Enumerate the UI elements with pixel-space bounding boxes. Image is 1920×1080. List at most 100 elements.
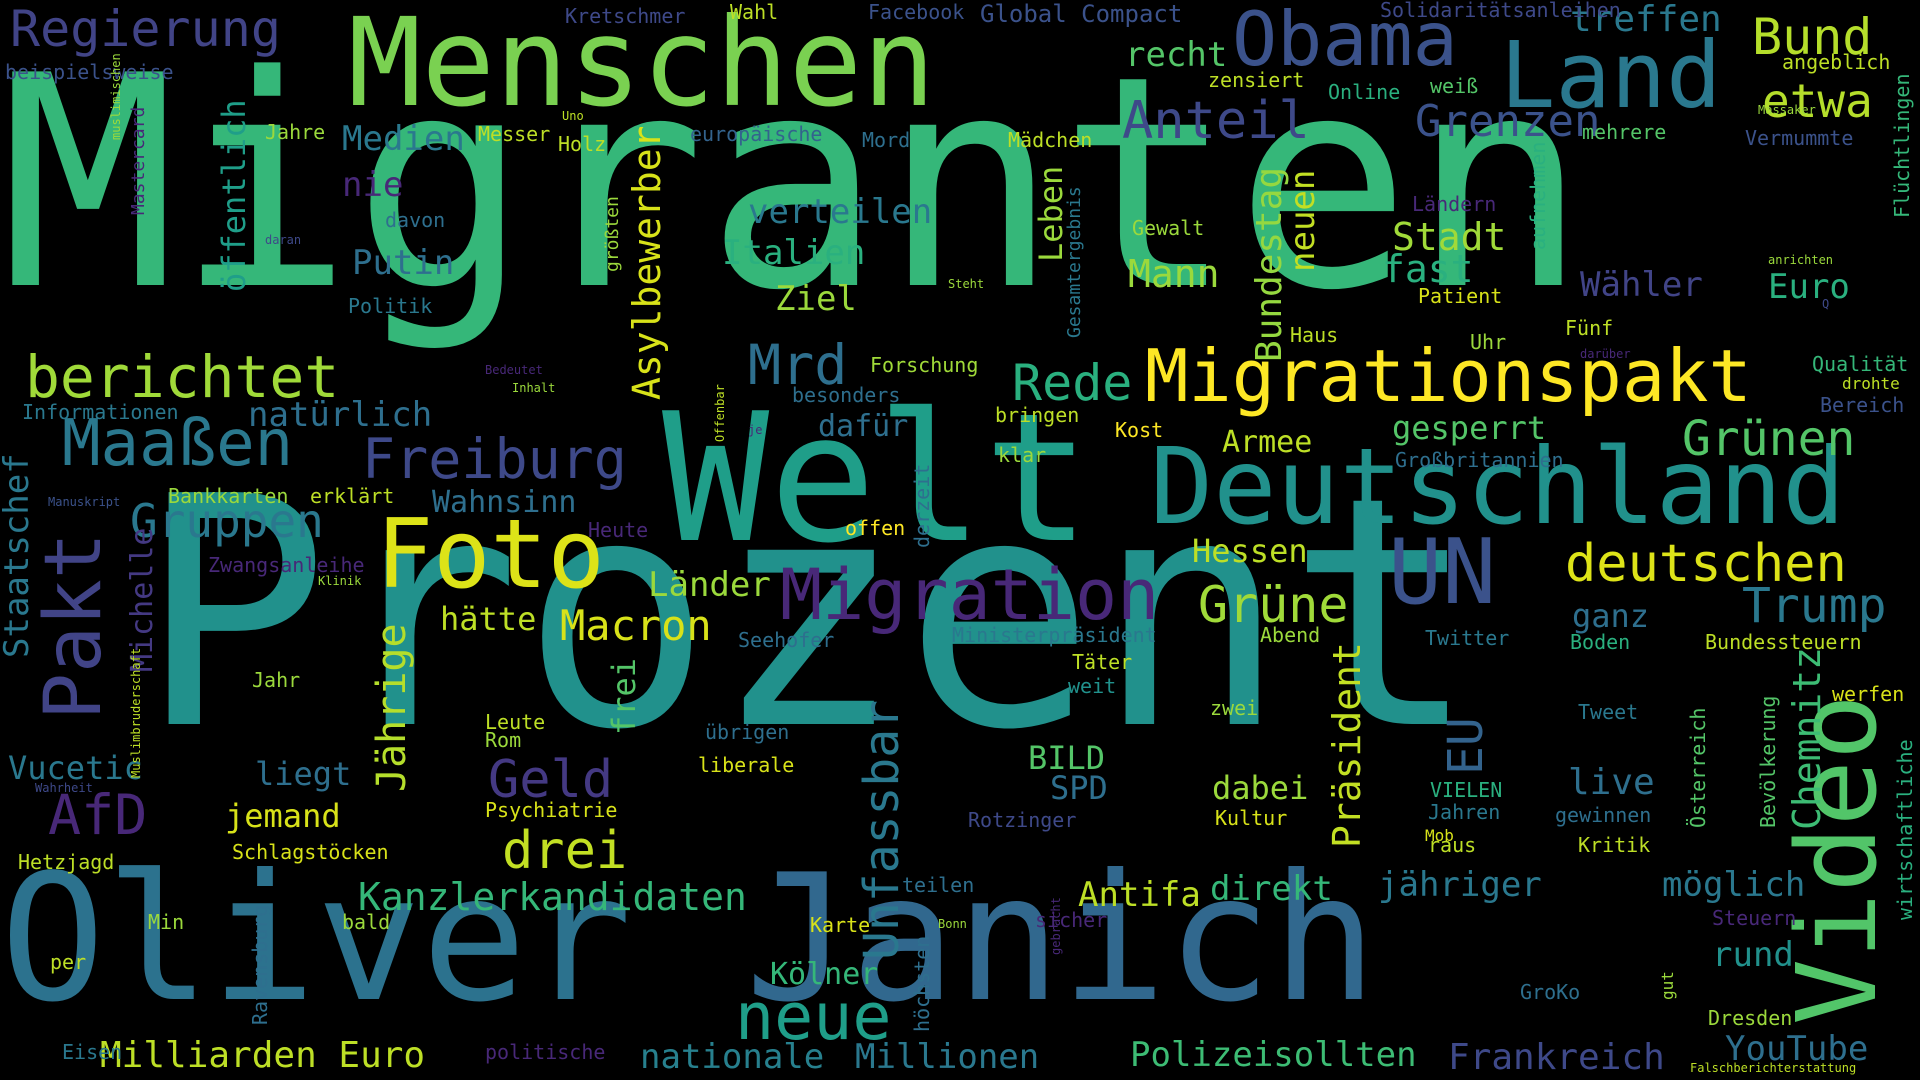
- word-mord: Mord: [862, 128, 911, 152]
- word-oesterreich: Österreich: [1686, 707, 1710, 828]
- word-online: Online: [1328, 80, 1401, 104]
- word-klar: klar: [998, 443, 1047, 467]
- word-pakt: Pakt: [29, 532, 119, 720]
- word-groessten: größten: [602, 196, 623, 272]
- word-offen: offen: [845, 516, 906, 540]
- word-foto: Foto: [376, 500, 605, 610]
- word-bund: Bund: [1752, 8, 1873, 66]
- word-ganz: ganz: [1572, 597, 1650, 635]
- word-berichtet: berichtet: [25, 343, 340, 411]
- word-medien: Medien: [342, 119, 465, 159]
- word-vielen: VIELEN: [1430, 778, 1503, 802]
- word-recht: recht: [1125, 35, 1228, 75]
- word-haus: Haus: [1290, 323, 1339, 347]
- word-neuen: neuen: [1283, 169, 1323, 272]
- word-angeblich: angeblich: [1782, 50, 1891, 74]
- word-klinik: Klinik: [318, 574, 362, 588]
- word-bringen: bringen: [995, 403, 1080, 427]
- word-uno: Uno: [562, 109, 584, 123]
- word-trump: Trump: [1742, 578, 1887, 634]
- word-politische: politische: [485, 1040, 606, 1064]
- word-mann: Mann: [1128, 252, 1220, 296]
- word-migration: Migration: [780, 554, 1160, 636]
- word-karte: Karte: [810, 913, 871, 937]
- word-frankreich: Frankreich: [1448, 1037, 1665, 1078]
- word-steuern: Steuern: [1712, 906, 1797, 930]
- word-ministerpraesident: Ministerpräsident: [952, 623, 1157, 647]
- word-qualitaet: Qualität: [1812, 352, 1909, 376]
- word-rotzinger: Rotzinger: [968, 808, 1077, 832]
- word-treffen: treffen: [1570, 0, 1722, 40]
- word-ziel: Ziel: [775, 279, 857, 319]
- word-asylbewerber: Asylbewerber: [625, 125, 669, 400]
- word-groko: GroKo: [1520, 980, 1581, 1004]
- word-dabei: dabei: [1212, 769, 1309, 807]
- word-seehofer: Seehofer: [738, 628, 835, 652]
- word-welt: Welt: [662, 375, 1091, 582]
- word-rede: Rede: [1012, 354, 1133, 412]
- word-schlagstoecken: Schlagstöcken: [232, 840, 389, 864]
- word-bald: bald: [342, 910, 391, 934]
- word-leben: Leben: [1032, 165, 1070, 262]
- word-jahre: Jahre: [265, 120, 326, 144]
- word-gewinnen: gewinnen: [1555, 803, 1652, 827]
- word-dafuer: dafür: [818, 409, 909, 444]
- word-kost: Kost: [1115, 418, 1164, 442]
- word-offenbar: Offenbar: [713, 384, 727, 442]
- word-werfen: werfen: [1832, 682, 1905, 706]
- word-eu: EU: [1438, 717, 1494, 775]
- word-gewalt: Gewalt: [1132, 216, 1205, 240]
- word-zwei: zwei: [1210, 696, 1259, 720]
- word-gesperrt: gesperrt: [1392, 409, 1547, 447]
- word-gruene: Grüne: [1198, 576, 1349, 634]
- word-wirtschaftliche: wirtschaftliche: [1893, 739, 1917, 920]
- word-wahnsinn: Wahnsinn: [432, 485, 577, 520]
- word-psychiatrie: Psychiatrie: [485, 798, 618, 822]
- word-verteilen: verteilen: [748, 192, 933, 232]
- word-etwa: etwa: [1762, 74, 1873, 128]
- word-fuenf: Fünf: [1565, 316, 1614, 340]
- word-prozent: Prozent: [138, 429, 1479, 799]
- word-sicher: sicher: [1035, 908, 1108, 932]
- word-gruenen: Grünen: [1682, 411, 1856, 467]
- word-liegt: liegt: [255, 755, 352, 793]
- word-min: Min: [148, 910, 185, 934]
- word-tweet: Tweet: [1578, 700, 1639, 724]
- word-global-compact: Global Compact: [980, 0, 1183, 28]
- word-stadt: Stadt: [1392, 215, 1507, 259]
- word-jahren: Jahren: [1428, 800, 1501, 824]
- word-facebook: Facebook: [868, 0, 965, 24]
- word-drei: drei: [502, 821, 628, 881]
- word-aufnehmen: aufnehmen: [1526, 141, 1550, 250]
- word-davon: davon: [385, 208, 446, 232]
- word-bild: BILD: [1028, 739, 1106, 777]
- word-antifa: Antifa: [1078, 875, 1201, 915]
- word-menschen: Menschen: [348, 0, 936, 134]
- word-bankkarten: Bankkarten: [168, 484, 289, 508]
- word-freiburg: Freiburg: [362, 427, 627, 491]
- word-erklaert: erklärt: [310, 484, 395, 508]
- word-uhr: Uhr: [1470, 330, 1507, 354]
- word-oeffentlich: öffentlich: [215, 99, 253, 292]
- word-gut: gut: [1658, 971, 1677, 1000]
- word-massaker: Massaker: [1758, 103, 1816, 117]
- word-grossbritannien: Großbritannien: [1395, 448, 1564, 472]
- word-vucetic: Vucetic: [8, 749, 143, 787]
- word-weit: weit: [1068, 674, 1117, 698]
- word-muslimbruderschaft: Muslimbruderschaft: [129, 647, 143, 778]
- word-live: live: [1568, 762, 1655, 803]
- word-informationen: Informationen: [22, 400, 179, 424]
- word-messer: Messer: [478, 122, 551, 146]
- word-maedchen: Mädchen: [1008, 128, 1093, 152]
- word-bedeutet: Bedeutet: [485, 363, 543, 377]
- word-hessen: Hessen: [1192, 532, 1308, 570]
- word-weiss: weiß: [1430, 74, 1479, 98]
- word-grenzen: Grenzen: [1415, 96, 1601, 147]
- word-bundessteuern: Bundessteuern: [1705, 630, 1862, 654]
- word-geld: Geld: [488, 750, 614, 810]
- word-inhalt: Inhalt: [512, 381, 556, 395]
- word-rom: Rom: [485, 728, 522, 752]
- word-jemand: jemand: [225, 797, 341, 835]
- word-millionen: Millionen: [855, 1037, 1040, 1077]
